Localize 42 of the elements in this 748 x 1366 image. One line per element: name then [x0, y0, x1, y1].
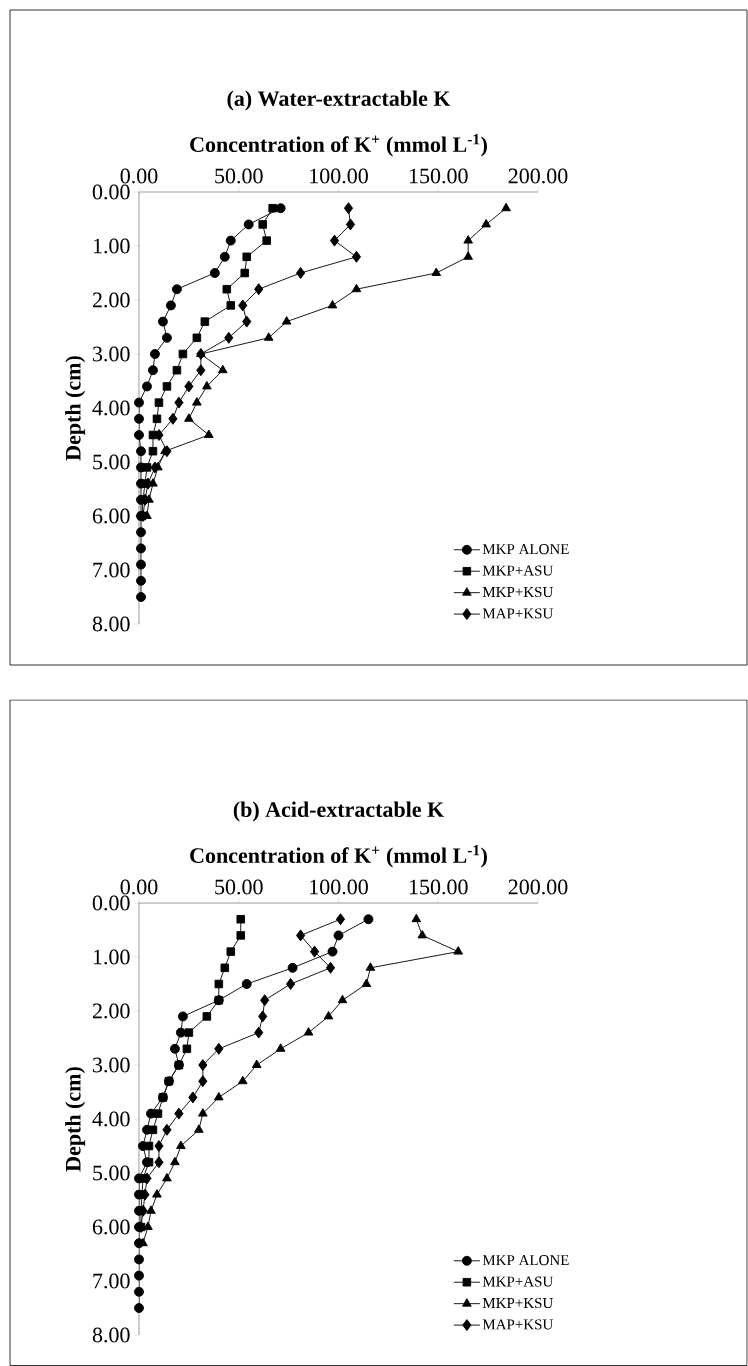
- legend-label: MKP+KSU: [482, 586, 553, 598]
- y-tick-label: 7.00: [93, 562, 130, 578]
- y-tick-label: 1.00: [93, 238, 130, 254]
- y-tick-label: 3.00: [93, 346, 130, 362]
- y-tick-label: 4.00: [92, 1111, 130, 1127]
- y-tick-label: 2.00: [92, 292, 130, 308]
- y-tick-label: 6.00: [92, 1219, 130, 1235]
- legend-label: MKP+ASU: [482, 565, 553, 576]
- x-tick-label: 200.00: [508, 879, 568, 895]
- legend-label: MAP+KSU: [482, 608, 553, 619]
- legend-label: MKP+KSU: [482, 1297, 553, 1309]
- y-axis-title: Depth (cm): [65, 356, 86, 461]
- x-tick-label: 50.00: [215, 879, 263, 895]
- y-tick-label: 0.00: [92, 184, 130, 200]
- x-tick-label: 0.00: [120, 879, 158, 895]
- y-tick-label: 8.00: [92, 1327, 130, 1343]
- x-tick-label: 150.00: [409, 168, 468, 184]
- y-tick-label: 5.00: [93, 454, 130, 470]
- y-tick-label: 8.00: [92, 616, 130, 632]
- x-tick-label: 200.00: [508, 168, 568, 184]
- chart-title: (b) Acid-extractable K: [233, 801, 445, 822]
- x-axis-title: Concentration of K$^{+}$ (mmol L$^{-1}$): [190, 845, 487, 868]
- y-axis-title: Depth (cm): [65, 1067, 86, 1172]
- y-tick-label: 6.00: [92, 508, 130, 524]
- legend-label: MKP+ASU: [482, 1276, 553, 1287]
- y-tick-label: 1.00: [93, 949, 130, 965]
- x-axis-title: Concentration of K$^{+}$ (mmol L$^{-1}$): [190, 134, 487, 157]
- legend-label: MKP ALONE: [482, 544, 569, 555]
- x-tick-label: 50.00: [215, 168, 263, 184]
- y-tick-label: 2.00: [92, 1003, 130, 1019]
- x-tick-label: 100.00: [310, 168, 368, 184]
- legend-label: MAP+KSU: [482, 1319, 553, 1330]
- y-tick-label: 4.00: [92, 400, 130, 416]
- y-tick-label: 3.00: [93, 1057, 130, 1073]
- chart-title: (a) Water-extractable K: [227, 90, 451, 111]
- legend-label: MKP ALONE: [482, 1255, 569, 1266]
- y-tick-label: 7.00: [93, 1273, 130, 1289]
- x-tick-label: 0.00: [120, 168, 158, 184]
- y-tick-label: 0.00: [92, 895, 130, 911]
- x-tick-label: 100.00: [310, 879, 368, 895]
- y-tick-label: 5.00: [93, 1165, 130, 1181]
- x-tick-label: 150.00: [409, 879, 468, 895]
